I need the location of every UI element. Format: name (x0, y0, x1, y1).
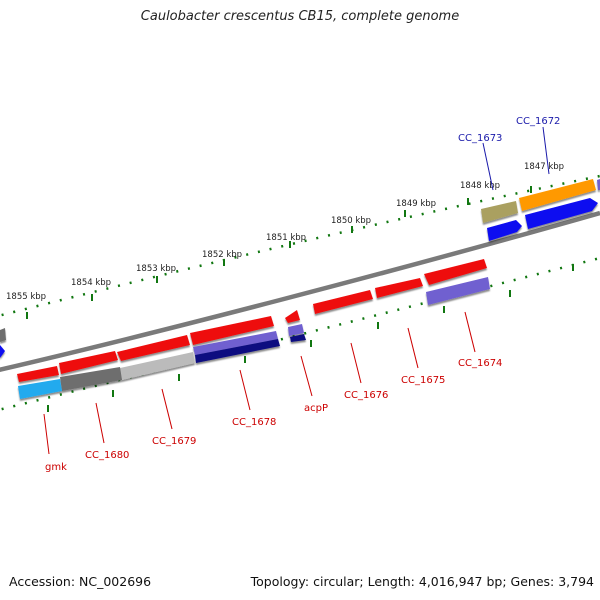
leader-line (239, 369, 251, 411)
gene-feature-red (285, 310, 300, 323)
gene-label-cc1672: CC_1672 (516, 116, 560, 127)
leader-line (95, 402, 105, 444)
gene-label-cc1676: CC_1676 (344, 390, 388, 401)
gene-feature-purple-edge (597, 179, 600, 190)
inner-scale-ring (0, 256, 600, 412)
gene-feature-khaki (481, 201, 518, 223)
gene-feature-orange (519, 179, 596, 211)
gene-feature-red (424, 259, 487, 285)
gene-feature-purple (193, 331, 278, 355)
topology-text: Topology: circular; Length: 4,016,947 bp… (250, 574, 594, 589)
gene-feature-red (375, 278, 423, 298)
gene-feature-gray (60, 367, 122, 391)
accession-text: Accession: NC_002696 (9, 574, 152, 589)
outer-scale-ring (0, 174, 600, 319)
gene-feature-red (117, 335, 190, 361)
gene-feature-blue (487, 220, 522, 241)
gene-feature-navy (195, 339, 280, 363)
inner-major-tick (47, 264, 574, 412)
reverse-strand (0, 277, 490, 399)
gene-labels: CC_1672 CC_1673 CC_1674 CC_1675 CC_1676 … (45, 116, 560, 473)
leader-line (161, 388, 173, 430)
gene-feature-navy (290, 334, 306, 342)
leader-line (482, 142, 494, 191)
kbp-label: 1853 kbp (136, 264, 176, 274)
leader-line (464, 311, 476, 353)
leader-line (542, 126, 550, 175)
gene-label-cc1679: CC_1679 (152, 436, 196, 447)
gene-label-cc1675: CC_1675 (401, 375, 445, 386)
gene-label-cc1674: CC_1674 (458, 358, 502, 369)
gene-label-cc1680: CC_1680 (85, 450, 129, 461)
gene-feature-red (313, 290, 373, 314)
outer-major-tick (26, 186, 532, 319)
gene-feature-blue (525, 198, 598, 229)
kbp-label: 1849 kbp (396, 199, 436, 209)
gene-feature-red (59, 351, 118, 374)
gene-label-acpp: acpP (304, 403, 328, 414)
leader-line (300, 355, 313, 397)
kbp-label: 1854 kbp (71, 278, 111, 288)
genome-backbone (0, 210, 600, 372)
forward-strand (0, 179, 600, 382)
kbp-label: 1855 kbp (6, 292, 46, 302)
gene-label-cc1678: CC_1678 (232, 417, 276, 428)
leader-lines (43, 126, 550, 455)
kbp-label: 1848 kbp (460, 181, 500, 191)
kbp-label: 1847 kbp (524, 162, 564, 172)
gene-feature-blue-edge (0, 345, 5, 358)
kbp-label: 1851 kbp (266, 233, 306, 243)
gene-feature-purple (426, 277, 490, 305)
gene-feature-red (17, 366, 59, 382)
leader-line (43, 413, 50, 455)
gene-label-cc1673: CC_1673 (458, 133, 502, 144)
map-title: Caulobacter crescentus CB15, complete ge… (140, 9, 460, 24)
kbp-label: 1850 kbp (331, 216, 371, 226)
gene-feature-gray-edge (0, 328, 6, 342)
leader-line (350, 342, 362, 384)
gene-feature-lightgray (120, 352, 195, 380)
kbp-labels: 1847 kbp 1848 kbp 1849 kbp 1850 kbp 1851… (6, 162, 564, 302)
gene-feature-cyan (18, 379, 62, 399)
gene-feature-red (190, 316, 274, 345)
kbp-label: 1852 kbp (202, 250, 242, 260)
gene-label-gmk: gmk (45, 462, 67, 473)
gene-feature-purple (288, 324, 304, 336)
leader-line (407, 327, 419, 369)
